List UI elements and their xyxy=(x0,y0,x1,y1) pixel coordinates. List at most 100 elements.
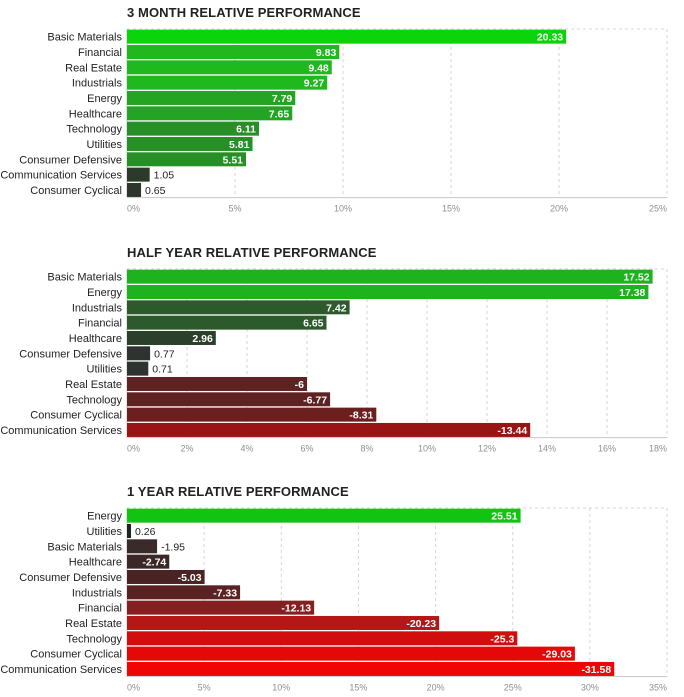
bar-industrials xyxy=(127,585,241,600)
category-label-energy: Energy xyxy=(87,287,122,299)
bar-consumer-defensive xyxy=(127,346,151,361)
category-label-healthcare: Healthcare xyxy=(69,108,122,120)
value-label-consumer-cyclical: -29.03 xyxy=(542,649,572,661)
category-label-real-estate: Real Estate xyxy=(65,379,122,391)
bar-consumer-cyclical xyxy=(127,182,142,197)
bar-energy xyxy=(127,508,521,523)
tick-label: 30% xyxy=(581,683,599,693)
category-label-financial: Financial xyxy=(78,603,122,615)
bar-basic-materials xyxy=(127,539,158,554)
category-label-basic-materials: Basic Materials xyxy=(47,32,122,44)
bar-technology xyxy=(127,392,331,407)
category-label-utilities: Utilities xyxy=(87,139,123,151)
bar-financial xyxy=(127,600,315,615)
category-label-basic-materials: Basic Materials xyxy=(47,272,122,284)
value-label-energy: 17.38 xyxy=(619,287,645,299)
bar-consumer-defensive xyxy=(127,152,247,167)
category-label-utilities: Utilities xyxy=(87,526,123,538)
category-label-energy: Energy xyxy=(87,511,122,523)
bar-technology xyxy=(127,121,259,136)
value-label-healthcare: 2.96 xyxy=(192,333,213,345)
value-label-utilities: 0.26 xyxy=(135,526,156,538)
value-label-technology: -25.3 xyxy=(490,633,514,645)
value-label-utilities: 0.71 xyxy=(152,364,173,376)
category-label-consumer-cyclical: Consumer Cyclical xyxy=(30,185,122,197)
value-label-consumer-cyclical: 0.65 xyxy=(145,185,166,197)
category-label-utilities: Utilities xyxy=(87,364,123,376)
value-label-industrials: -7.33 xyxy=(213,587,237,599)
value-label-basic-materials: 20.33 xyxy=(537,32,563,44)
category-label-communication-services: Communication Services xyxy=(0,170,122,182)
tick-label: 10% xyxy=(334,204,352,214)
category-label-healthcare: Healthcare xyxy=(69,333,122,345)
value-label-real-estate: -6 xyxy=(295,379,304,391)
category-label-consumer-defensive: Consumer Defensive xyxy=(19,348,122,360)
value-label-healthcare: -2.74 xyxy=(142,557,166,569)
category-label-communication-services: Communication Services xyxy=(0,425,122,437)
value-label-financial: 9.83 xyxy=(316,47,337,59)
tick-label: 15% xyxy=(349,683,367,693)
chart-half-year: 0% 2% 4% 6% 8% 10% 12% 14% 16% 18% Basic Materials… xyxy=(0,268,668,454)
category-label-consumer-defensive: Consumer Defensive xyxy=(19,154,122,166)
bar-real-estate xyxy=(127,60,332,75)
value-label-communication-services: 1.05 xyxy=(154,170,175,182)
bar-consumer-cyclical xyxy=(127,407,377,422)
category-label-energy: Energy xyxy=(87,93,122,105)
tick-label: 14% xyxy=(538,444,556,454)
value-label-industrials: 9.27 xyxy=(304,78,325,90)
category-label-real-estate: Real Estate xyxy=(65,62,122,74)
bar-consumer-cyclical xyxy=(127,646,575,661)
tick-label: 20% xyxy=(550,204,568,214)
bar-healthcare xyxy=(127,106,293,121)
category-label-healthcare: Healthcare xyxy=(69,557,122,569)
bar-industrials xyxy=(127,75,328,90)
tick-label: 5% xyxy=(228,204,241,214)
category-label-consumer-cyclical: Consumer Cyclical xyxy=(30,649,122,661)
bar-financial xyxy=(127,315,327,330)
bar-basic-materials xyxy=(127,29,567,44)
chart-3-month: 0% 5% 10% 15% 20% 25% Basic Materials 20.33 Fina… xyxy=(0,28,668,214)
bar-energy xyxy=(127,284,649,299)
chart-1-year: 0% 5% 10% 15% 20% 25% 30% 35% Energy 25.51 Utiliti… xyxy=(0,507,668,693)
value-label-real-estate: 9.48 xyxy=(308,62,329,74)
tick-label: 6% xyxy=(300,444,313,454)
bar-consumer-defensive xyxy=(127,569,205,584)
category-label-consumer-cyclical: Consumer Cyclical xyxy=(30,410,122,422)
category-label-financial: Financial xyxy=(78,47,122,59)
category-label-financial: Financial xyxy=(78,318,122,330)
category-label-basic-materials: Basic Materials xyxy=(47,541,122,553)
chart-title-3-month: 3 MONTH RELATIVE PERFORMANCE xyxy=(127,5,361,20)
value-label-real-estate: -20.23 xyxy=(406,618,436,630)
tick-label: 16% xyxy=(598,444,616,454)
chart-title-1-year: 1 YEAR RELATIVE PERFORMANCE xyxy=(127,484,349,499)
tick-label: 20% xyxy=(427,683,445,693)
value-label-energy: 25.51 xyxy=(491,511,517,523)
bar-utilities xyxy=(127,523,132,538)
value-label-consumer-defensive: -5.03 xyxy=(178,572,202,584)
bar-energy xyxy=(127,90,296,105)
category-label-communication-services: Communication Services xyxy=(0,664,122,676)
bar-communication-services xyxy=(127,661,615,676)
category-label-industrials: Industrials xyxy=(72,587,123,599)
value-label-consumer-cyclical: -8.31 xyxy=(349,410,373,422)
tick-label: 35% xyxy=(649,683,667,693)
bar-financial xyxy=(127,44,340,59)
bar-healthcare xyxy=(127,330,216,345)
chart-title-half-year: HALF YEAR RELATIVE PERFORMANCE xyxy=(127,245,377,260)
value-label-financial: 6.65 xyxy=(303,318,324,330)
bar-utilities xyxy=(127,136,253,151)
tick-label: 0% xyxy=(127,683,140,693)
value-label-energy: 7.79 xyxy=(272,93,293,105)
value-label-technology: 6.11 xyxy=(236,124,256,136)
value-label-consumer-defensive: 5.51 xyxy=(223,154,244,166)
value-label-technology: -6.77 xyxy=(303,394,327,406)
bar-communication-services xyxy=(127,167,150,182)
value-label-financial: -12.13 xyxy=(281,603,311,615)
tick-label: 10% xyxy=(272,683,290,693)
bar-utilities xyxy=(127,361,149,376)
bar-basic-materials xyxy=(127,269,653,284)
tick-label: 25% xyxy=(504,683,522,693)
value-label-communication-services: -31.58 xyxy=(581,664,611,676)
tick-label: 8% xyxy=(360,444,373,454)
